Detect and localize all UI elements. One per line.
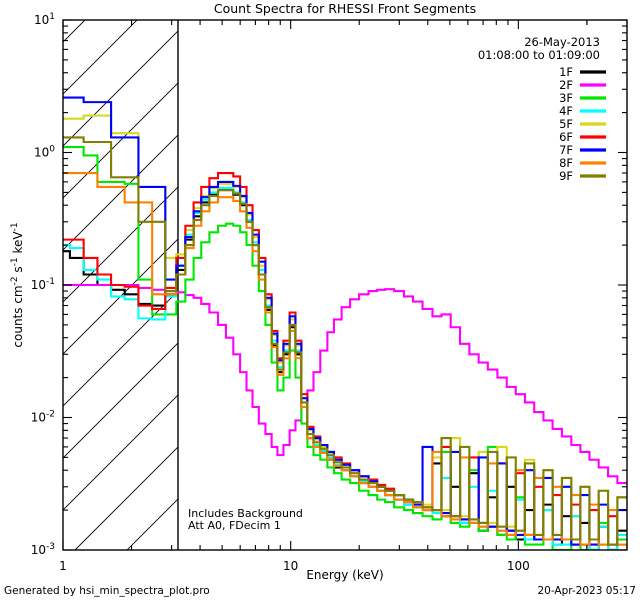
x-tick-label: 1 <box>59 559 67 573</box>
y-tick-label: 101 <box>34 12 55 27</box>
hatch-line <box>74 446 178 550</box>
y-label-sup3: -1 <box>10 222 20 231</box>
footer-generator: Generated by hsi_min_spectra_plot.pro <box>4 585 210 597</box>
svg-text:counts cm-2 s-1 keV-1: counts cm-2 s-1 keV-1 <box>10 222 25 347</box>
y-tick-label: 10-1 <box>31 277 55 292</box>
y-label-sup1: -2 <box>10 276 20 285</box>
page-title: Count Spectra for RHESSI Front Segments <box>214 1 476 16</box>
legend-label-2f[interactable]: 2F <box>559 78 573 92</box>
spectra-curves <box>63 96 627 550</box>
legend-label-4f[interactable]: 4F <box>559 104 573 118</box>
axis-tick-labels: 1 10 100 101 100 10-1 10-2 10-3 <box>31 12 530 573</box>
footer-timestamp: 20-Apr-2023 05:17 <box>537 585 636 597</box>
spectrum-line-2f <box>63 283 627 485</box>
legend-label-6f[interactable]: 6F <box>559 130 573 144</box>
legend-label-3f[interactable]: 3F <box>559 91 573 105</box>
legend-label-9f[interactable]: 9F <box>559 169 573 183</box>
y-axis-label: counts cm-2 s-1 keV-1 <box>10 222 25 347</box>
legend-label-1f[interactable]: 1F <box>559 65 573 79</box>
spectrum-line-8f <box>63 171 627 546</box>
hatch-line <box>63 30 178 147</box>
y-label-mid: s <box>11 266 25 276</box>
hatch-line <box>63 82 178 199</box>
legend-label-8f[interactable]: 8F <box>559 156 573 170</box>
y-tick-label: 10-3 <box>31 542 55 557</box>
axis-ticks <box>62 19 628 551</box>
observation-time-range: 01:08:00 to 01:09:00 <box>478 48 600 62</box>
spectrum-line-9f <box>63 136 627 546</box>
x-axis-label: Energy (keV) <box>306 568 383 582</box>
legend-label-5f[interactable]: 5F <box>559 117 573 131</box>
y-tick-label: 10-2 <box>31 410 55 425</box>
annotation-attenuator: Att A0, FDecim 1 <box>188 519 281 532</box>
legend-label-7f[interactable]: 7F <box>559 143 573 157</box>
y-label-sup2: -1 <box>10 257 20 266</box>
y-label-base: counts cm <box>11 285 25 347</box>
x-tick-label: 10 <box>283 559 298 573</box>
annotation-background: Includes Background <box>188 507 303 520</box>
y-label-mid2: keV <box>11 231 25 258</box>
observation-date: 26-May-2013 <box>524 35 600 49</box>
x-tick-label: 100 <box>507 559 530 573</box>
y-tick-label: 100 <box>34 145 55 160</box>
hatch-line <box>63 394 178 511</box>
